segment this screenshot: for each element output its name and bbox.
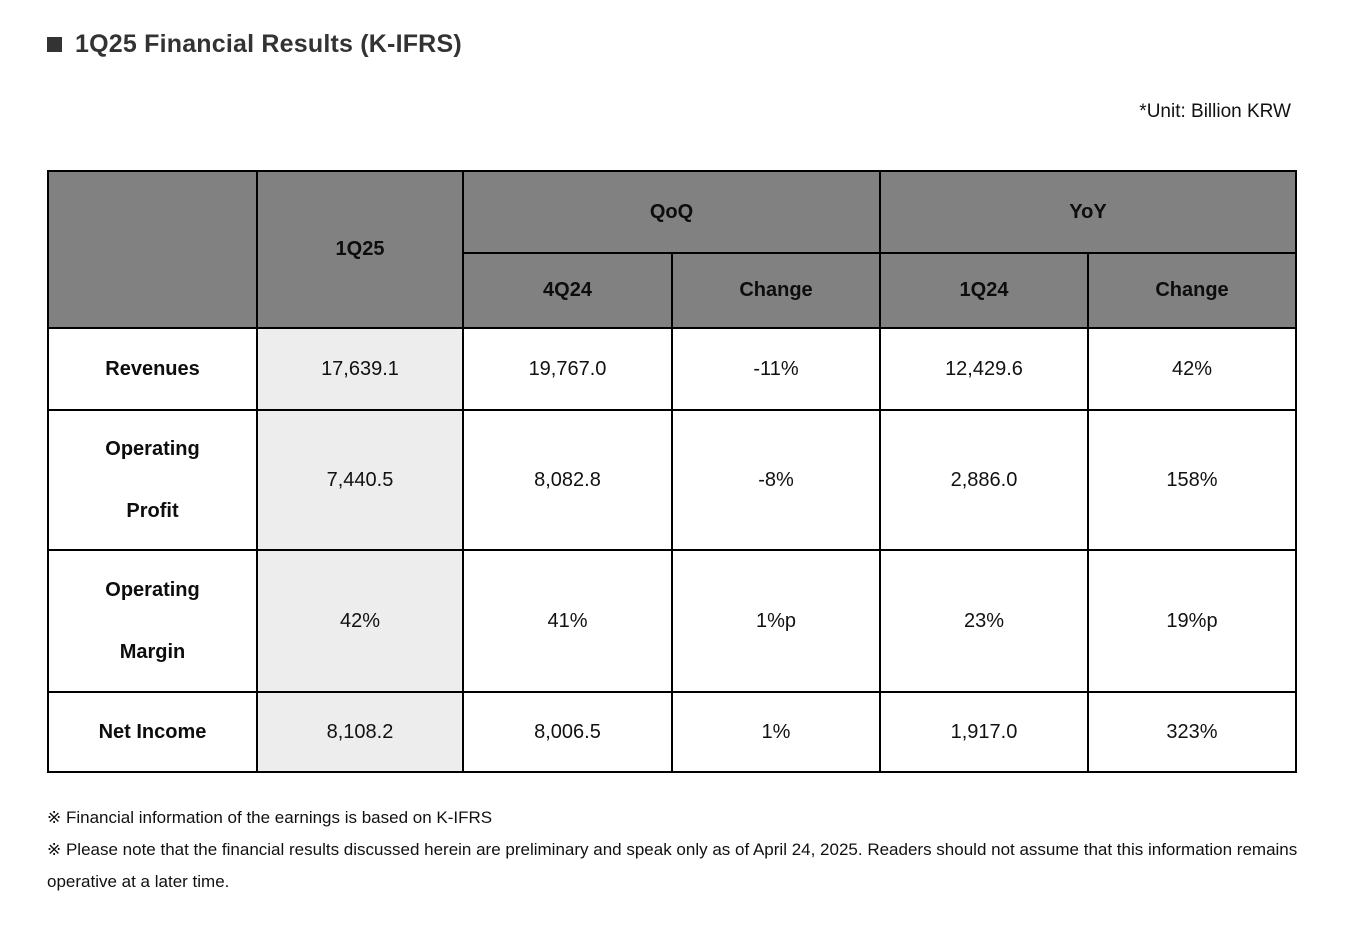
- header-1q25: 1Q25: [256, 170, 464, 329]
- header-4q24: 4Q24: [462, 252, 673, 329]
- cell-1q25-value: 8,108.2: [256, 691, 464, 773]
- row-label: Revenues: [47, 327, 258, 411]
- footnote-kifrs: ※ Financial information of the earnings …: [47, 808, 493, 827]
- cell-1q25-value: 17,639.1: [256, 327, 464, 411]
- cell-qoq-change: -8%: [671, 409, 881, 551]
- footnote-disclaimer: ※ Please note that the financial results…: [47, 840, 1298, 891]
- table-row-operating-margin: Operating Margin 42% 41% 1%p 23% 19%p: [47, 549, 1298, 693]
- cell-1q24-value: 23%: [879, 549, 1089, 693]
- cell-yoy-change: 19%p: [1086, 549, 1298, 693]
- cell-yoy-change: 158%: [1086, 409, 1298, 551]
- page-title-text: 1Q25 Financial Results (K-IFRS): [75, 30, 462, 58]
- footnotes: ※ Financial information of the earnings …: [47, 802, 1299, 898]
- unit-note: *Unit: Billion KRW: [1139, 101, 1291, 122]
- cell-1q24-value: 12,429.6: [879, 327, 1089, 411]
- cell-yoy-change: 42%: [1086, 327, 1298, 411]
- header-yoy-change: Change: [1086, 252, 1298, 329]
- cell-1q25-value: 42%: [256, 549, 464, 693]
- header-qoq-change: Change: [671, 252, 881, 329]
- cell-qoq-change: 1%: [671, 691, 881, 773]
- table-row-operating-profit: Operating Profit 7,440.5 8,082.8 -8% 2,8…: [47, 409, 1298, 551]
- header-1q24: 1Q24: [879, 252, 1089, 329]
- row-label: Net Income: [47, 691, 258, 773]
- cell-1q25-value: 7,440.5: [256, 409, 464, 551]
- cell-4q24-value: 8,006.5: [462, 691, 673, 773]
- cell-4q24-value: 41%: [462, 549, 673, 693]
- table-row-revenues: Revenues 17,639.1 19,767.0 -11% 12,429.6…: [47, 327, 1298, 411]
- row-label: Operating Margin: [47, 549, 258, 693]
- header-group-yoy: YoY: [878, 170, 1298, 254]
- page-title: 1Q25 Financial Results (K-IFRS): [47, 30, 462, 59]
- cell-1q24-value: 2,886.0: [879, 409, 1089, 551]
- financial-results-table: 1Q25 QoQ YoY 4Q24 Change 1Q24 Change Rev…: [47, 170, 1298, 773]
- cell-yoy-change: 323%: [1086, 691, 1298, 773]
- cell-4q24-value: 8,082.8: [462, 409, 673, 551]
- cell-1q24-value: 1,917.0: [879, 691, 1089, 773]
- cell-qoq-change: 1%p: [671, 549, 881, 693]
- table-row-net-income: Net Income 8,108.2 8,006.5 1% 1,917.0 32…: [47, 691, 1298, 773]
- cell-qoq-change: -11%: [671, 327, 881, 411]
- cell-4q24-value: 19,767.0: [462, 327, 673, 411]
- row-label: Operating Profit: [47, 409, 258, 551]
- header-corner-cell: [47, 170, 258, 329]
- square-bullet-icon: [47, 37, 62, 52]
- header-group-qoq: QoQ: [462, 170, 881, 254]
